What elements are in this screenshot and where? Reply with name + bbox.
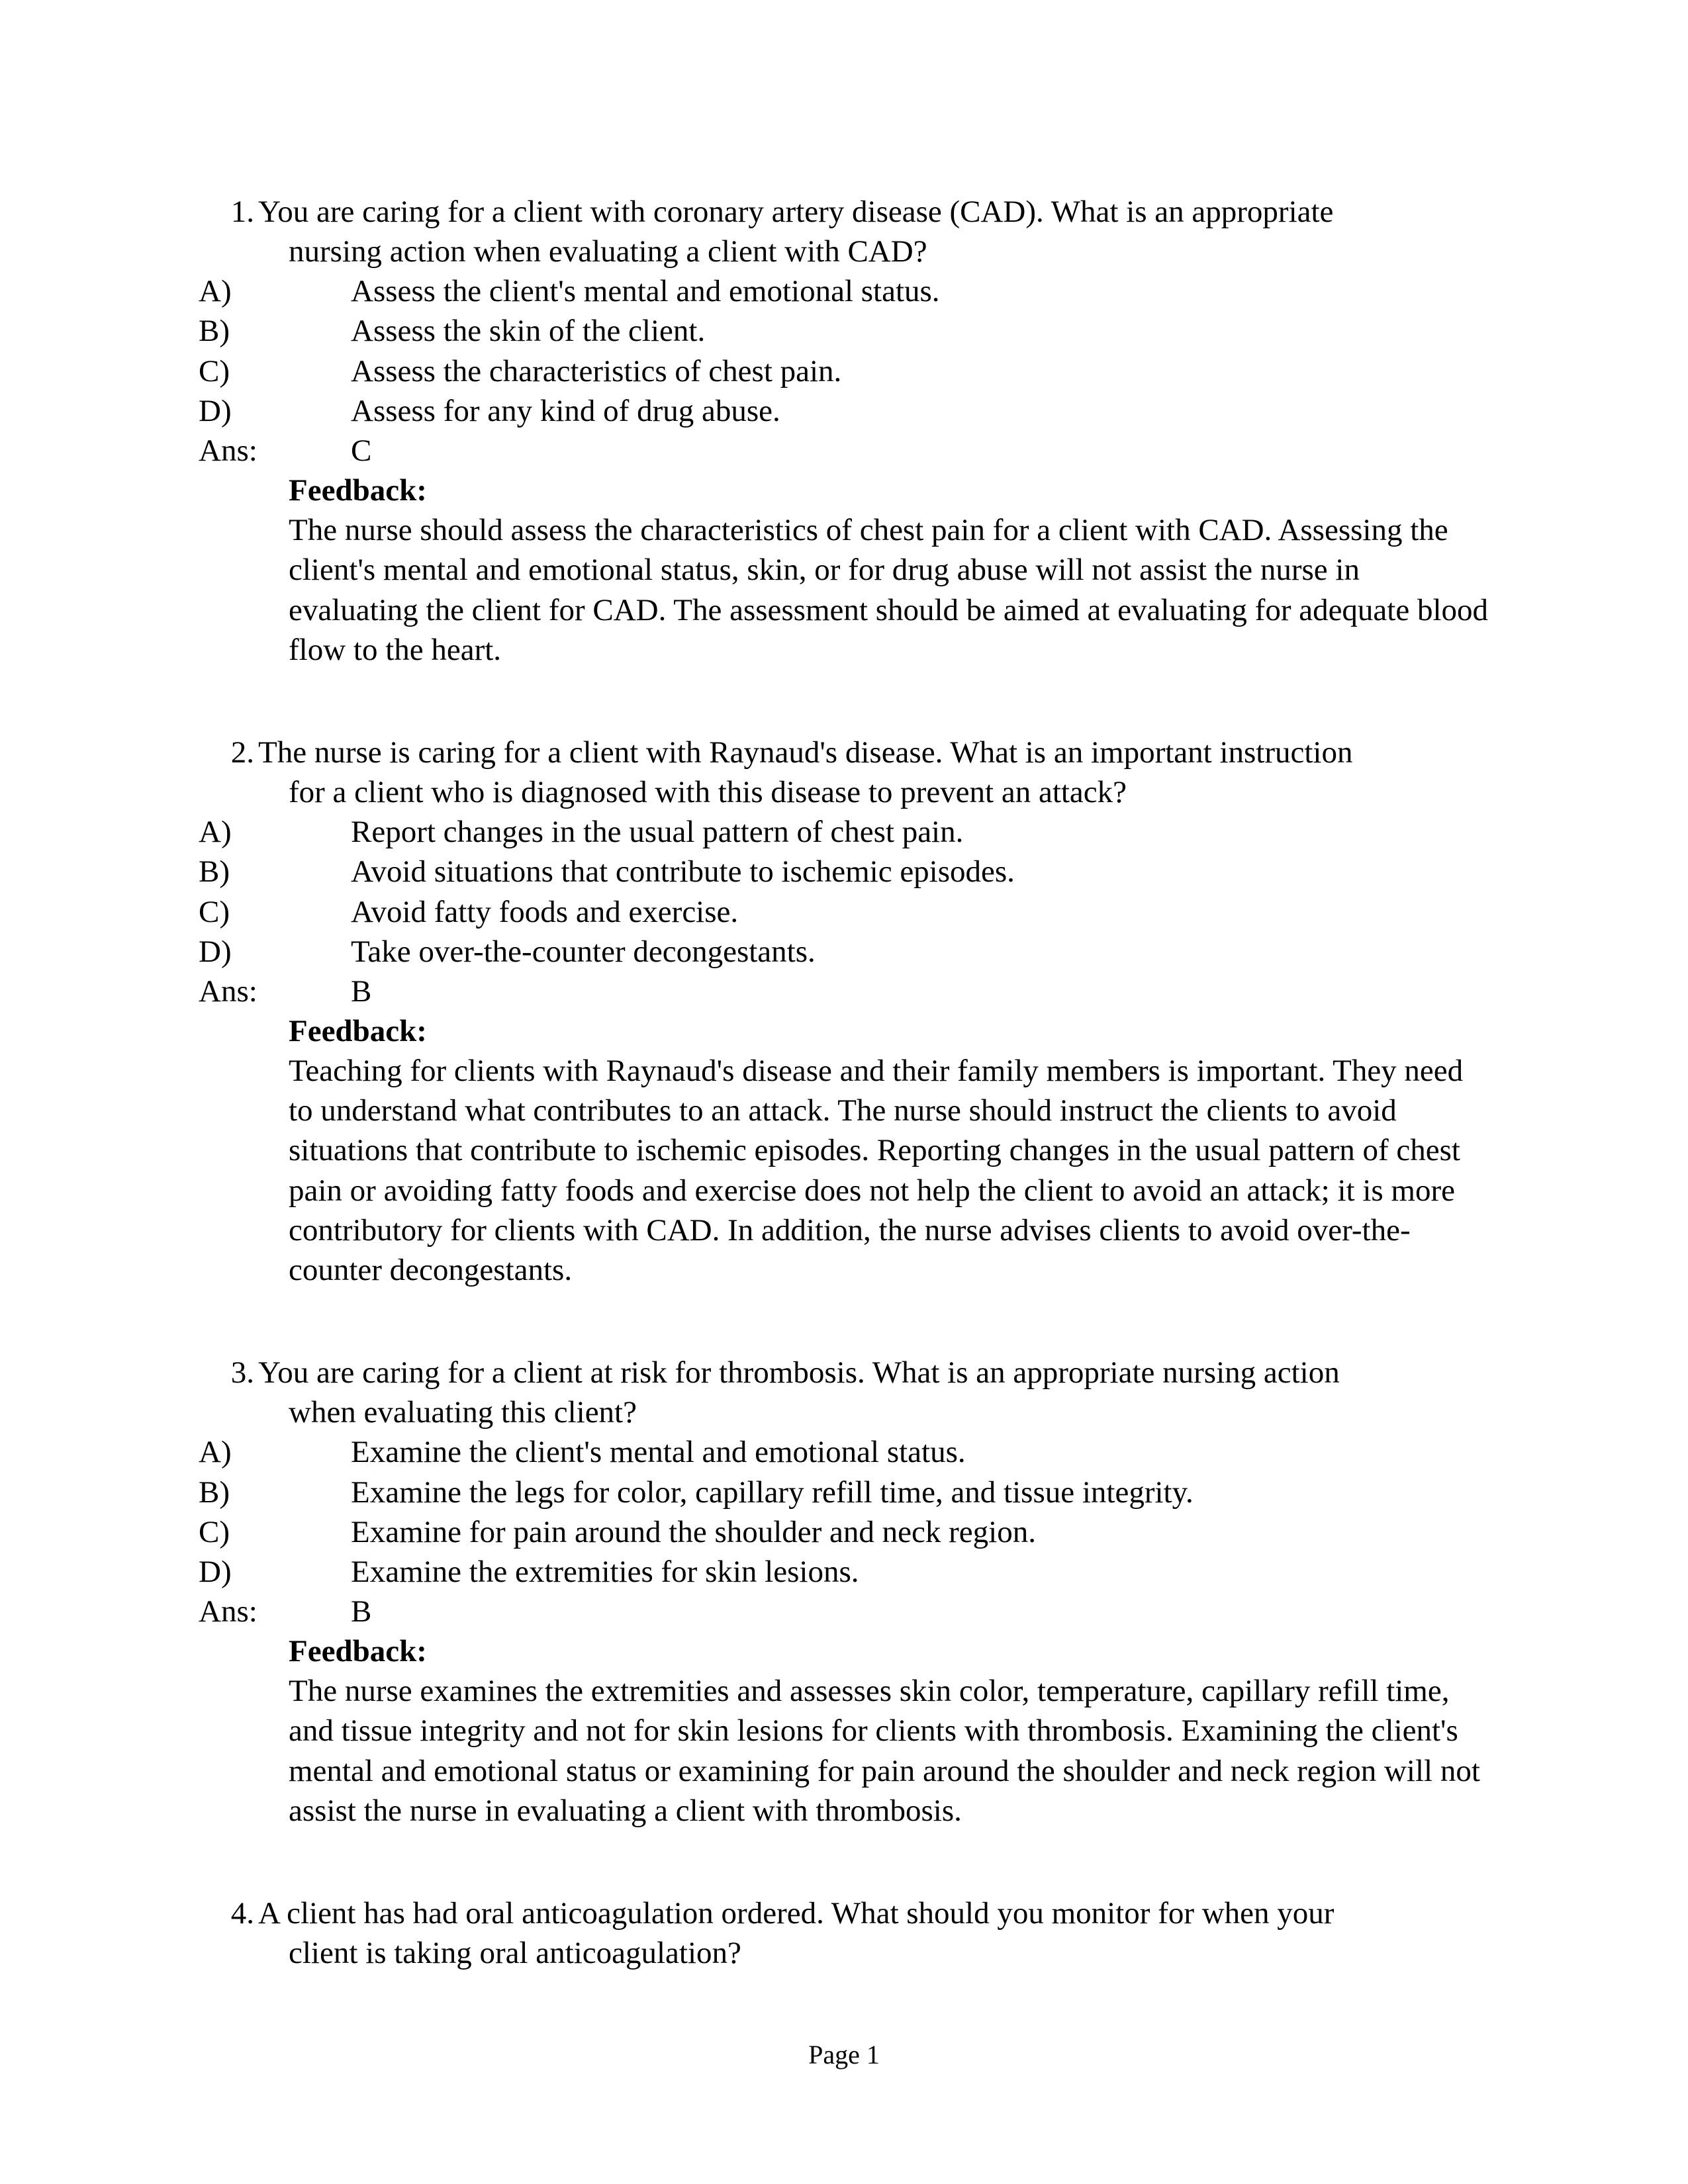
choice-c: C) Avoid fatty foods and exercise. xyxy=(199,892,1489,932)
choice-text: Assess for any kind of drug abuse. xyxy=(351,391,1489,431)
feedback-block: Feedback: The nurse examines the extremi… xyxy=(289,1631,1489,1831)
choice-b: B) Examine the legs for color, capillary… xyxy=(199,1473,1489,1512)
choice-label: C) xyxy=(199,351,351,391)
choice-text: Assess the characteristics of chest pain… xyxy=(351,351,1489,391)
answer-value: C xyxy=(351,431,371,471)
choice-text: Avoid fatty foods and exercise. xyxy=(351,892,1489,932)
answer-row: Ans: C xyxy=(199,431,1489,471)
choice-label: B) xyxy=(199,1473,351,1512)
choice-b: B) Assess the skin of the client. xyxy=(199,311,1489,351)
choice-text: Examine the legs for color, capillary re… xyxy=(351,1473,1489,1512)
answer-value: B xyxy=(351,972,371,1011)
choice-a: A) Examine the client's mental and emoti… xyxy=(199,1432,1489,1472)
choice-label: D) xyxy=(199,391,351,431)
choice-label: A) xyxy=(199,812,351,852)
choice-text: Avoid situations that contribute to isch… xyxy=(351,852,1489,891)
question-stem-body: The nurse is caring for a client with Ra… xyxy=(258,733,1489,772)
question-stem-body: A client has had oral anticoagulation or… xyxy=(258,1893,1489,1933)
feedback-block: Feedback: Teaching for clients with Rayn… xyxy=(289,1011,1489,1290)
question-stem-line1: The nurse is caring for a client with Ra… xyxy=(258,733,1489,772)
question-number: 4. xyxy=(199,1893,258,1933)
answer-label: Ans: xyxy=(199,1592,351,1631)
choice-text: Examine for pain around the shoulder and… xyxy=(351,1512,1489,1552)
question-stem: 4. A client has had oral anticoagulation… xyxy=(199,1893,1489,1933)
question-4: 4. A client has had oral anticoagulation… xyxy=(199,1893,1489,1973)
feedback-heading: Feedback: xyxy=(289,1011,1489,1051)
question-2: 2. The nurse is caring for a client with… xyxy=(199,733,1489,1290)
question-stem-body: You are caring for a client at risk for … xyxy=(258,1353,1489,1392)
document-page: 1. You are caring for a client with coro… xyxy=(0,0,1688,2184)
feedback-text: The nurse examines the extremities and a… xyxy=(289,1671,1489,1831)
choice-label: D) xyxy=(199,1552,351,1592)
answer-row: Ans: B xyxy=(199,1592,1489,1631)
question-stem-line1: You are caring for a client at risk for … xyxy=(258,1353,1489,1392)
answer-value: B xyxy=(351,1592,371,1631)
question-number: 2. xyxy=(199,733,258,772)
choice-d: D) Take over-the-counter decongestants. xyxy=(199,932,1489,972)
choice-c: C) Assess the characteristics of chest p… xyxy=(199,351,1489,391)
question-stem-body: You are caring for a client with coronar… xyxy=(258,192,1489,232)
choice-a: A) Report changes in the usual pattern o… xyxy=(199,812,1489,852)
feedback-text: Teaching for clients with Raynaud's dise… xyxy=(289,1051,1489,1290)
choice-a: A) Assess the client's mental and emotio… xyxy=(199,271,1489,311)
page-footer: Page 1 xyxy=(0,2038,1688,2071)
choice-label: A) xyxy=(199,271,351,311)
choice-text: Report changes in the usual pattern of c… xyxy=(351,812,1489,852)
question-stem-line1: You are caring for a client with coronar… xyxy=(258,192,1489,232)
question-stem-line2: nursing action when evaluating a client … xyxy=(289,232,1489,271)
question-stem-line2: for a client who is diagnosed with this … xyxy=(289,772,1489,812)
choice-c: C) Examine for pain around the shoulder … xyxy=(199,1512,1489,1552)
question-stem: 1. You are caring for a client with coro… xyxy=(199,192,1489,232)
feedback-heading: Feedback: xyxy=(289,1631,1489,1671)
choice-text: Take over-the-counter decongestants. xyxy=(351,932,1489,972)
choice-text: Assess the client's mental and emotional… xyxy=(351,271,1489,311)
feedback-text: The nurse should assess the characterist… xyxy=(289,510,1489,670)
question-stem-line2: client is taking oral anticoagulation? xyxy=(289,1933,1489,1973)
question-stem-line1: A client has had oral anticoagulation or… xyxy=(258,1893,1489,1933)
choice-label: C) xyxy=(199,892,351,932)
answer-row: Ans: B xyxy=(199,972,1489,1011)
feedback-block: Feedback: The nurse should assess the ch… xyxy=(289,471,1489,670)
choice-b: B) Avoid situations that contribute to i… xyxy=(199,852,1489,891)
choice-label: D) xyxy=(199,932,351,972)
question-1: 1. You are caring for a client with coro… xyxy=(199,192,1489,670)
choice-label: A) xyxy=(199,1432,351,1472)
choice-label: B) xyxy=(199,311,351,351)
answer-label: Ans: xyxy=(199,972,351,1011)
choice-text: Examine the client's mental and emotiona… xyxy=(351,1432,1489,1472)
answer-label: Ans: xyxy=(199,431,351,471)
question-3: 3. You are caring for a client at risk f… xyxy=(199,1353,1489,1831)
question-number: 1. xyxy=(199,192,258,232)
question-number: 3. xyxy=(199,1353,258,1392)
choice-text: Assess the skin of the client. xyxy=(351,311,1489,351)
feedback-heading: Feedback: xyxy=(289,471,1489,510)
question-stem: 3. You are caring for a client at risk f… xyxy=(199,1353,1489,1392)
choice-label: C) xyxy=(199,1512,351,1552)
choice-label: B) xyxy=(199,852,351,891)
choice-d: D) Assess for any kind of drug abuse. xyxy=(199,391,1489,431)
question-stem-line2: when evaluating this client? xyxy=(289,1392,1489,1432)
choice-d: D) Examine the extremities for skin lesi… xyxy=(199,1552,1489,1592)
question-stem: 2. The nurse is caring for a client with… xyxy=(199,733,1489,772)
choice-text: Examine the extremities for skin lesions… xyxy=(351,1552,1489,1592)
